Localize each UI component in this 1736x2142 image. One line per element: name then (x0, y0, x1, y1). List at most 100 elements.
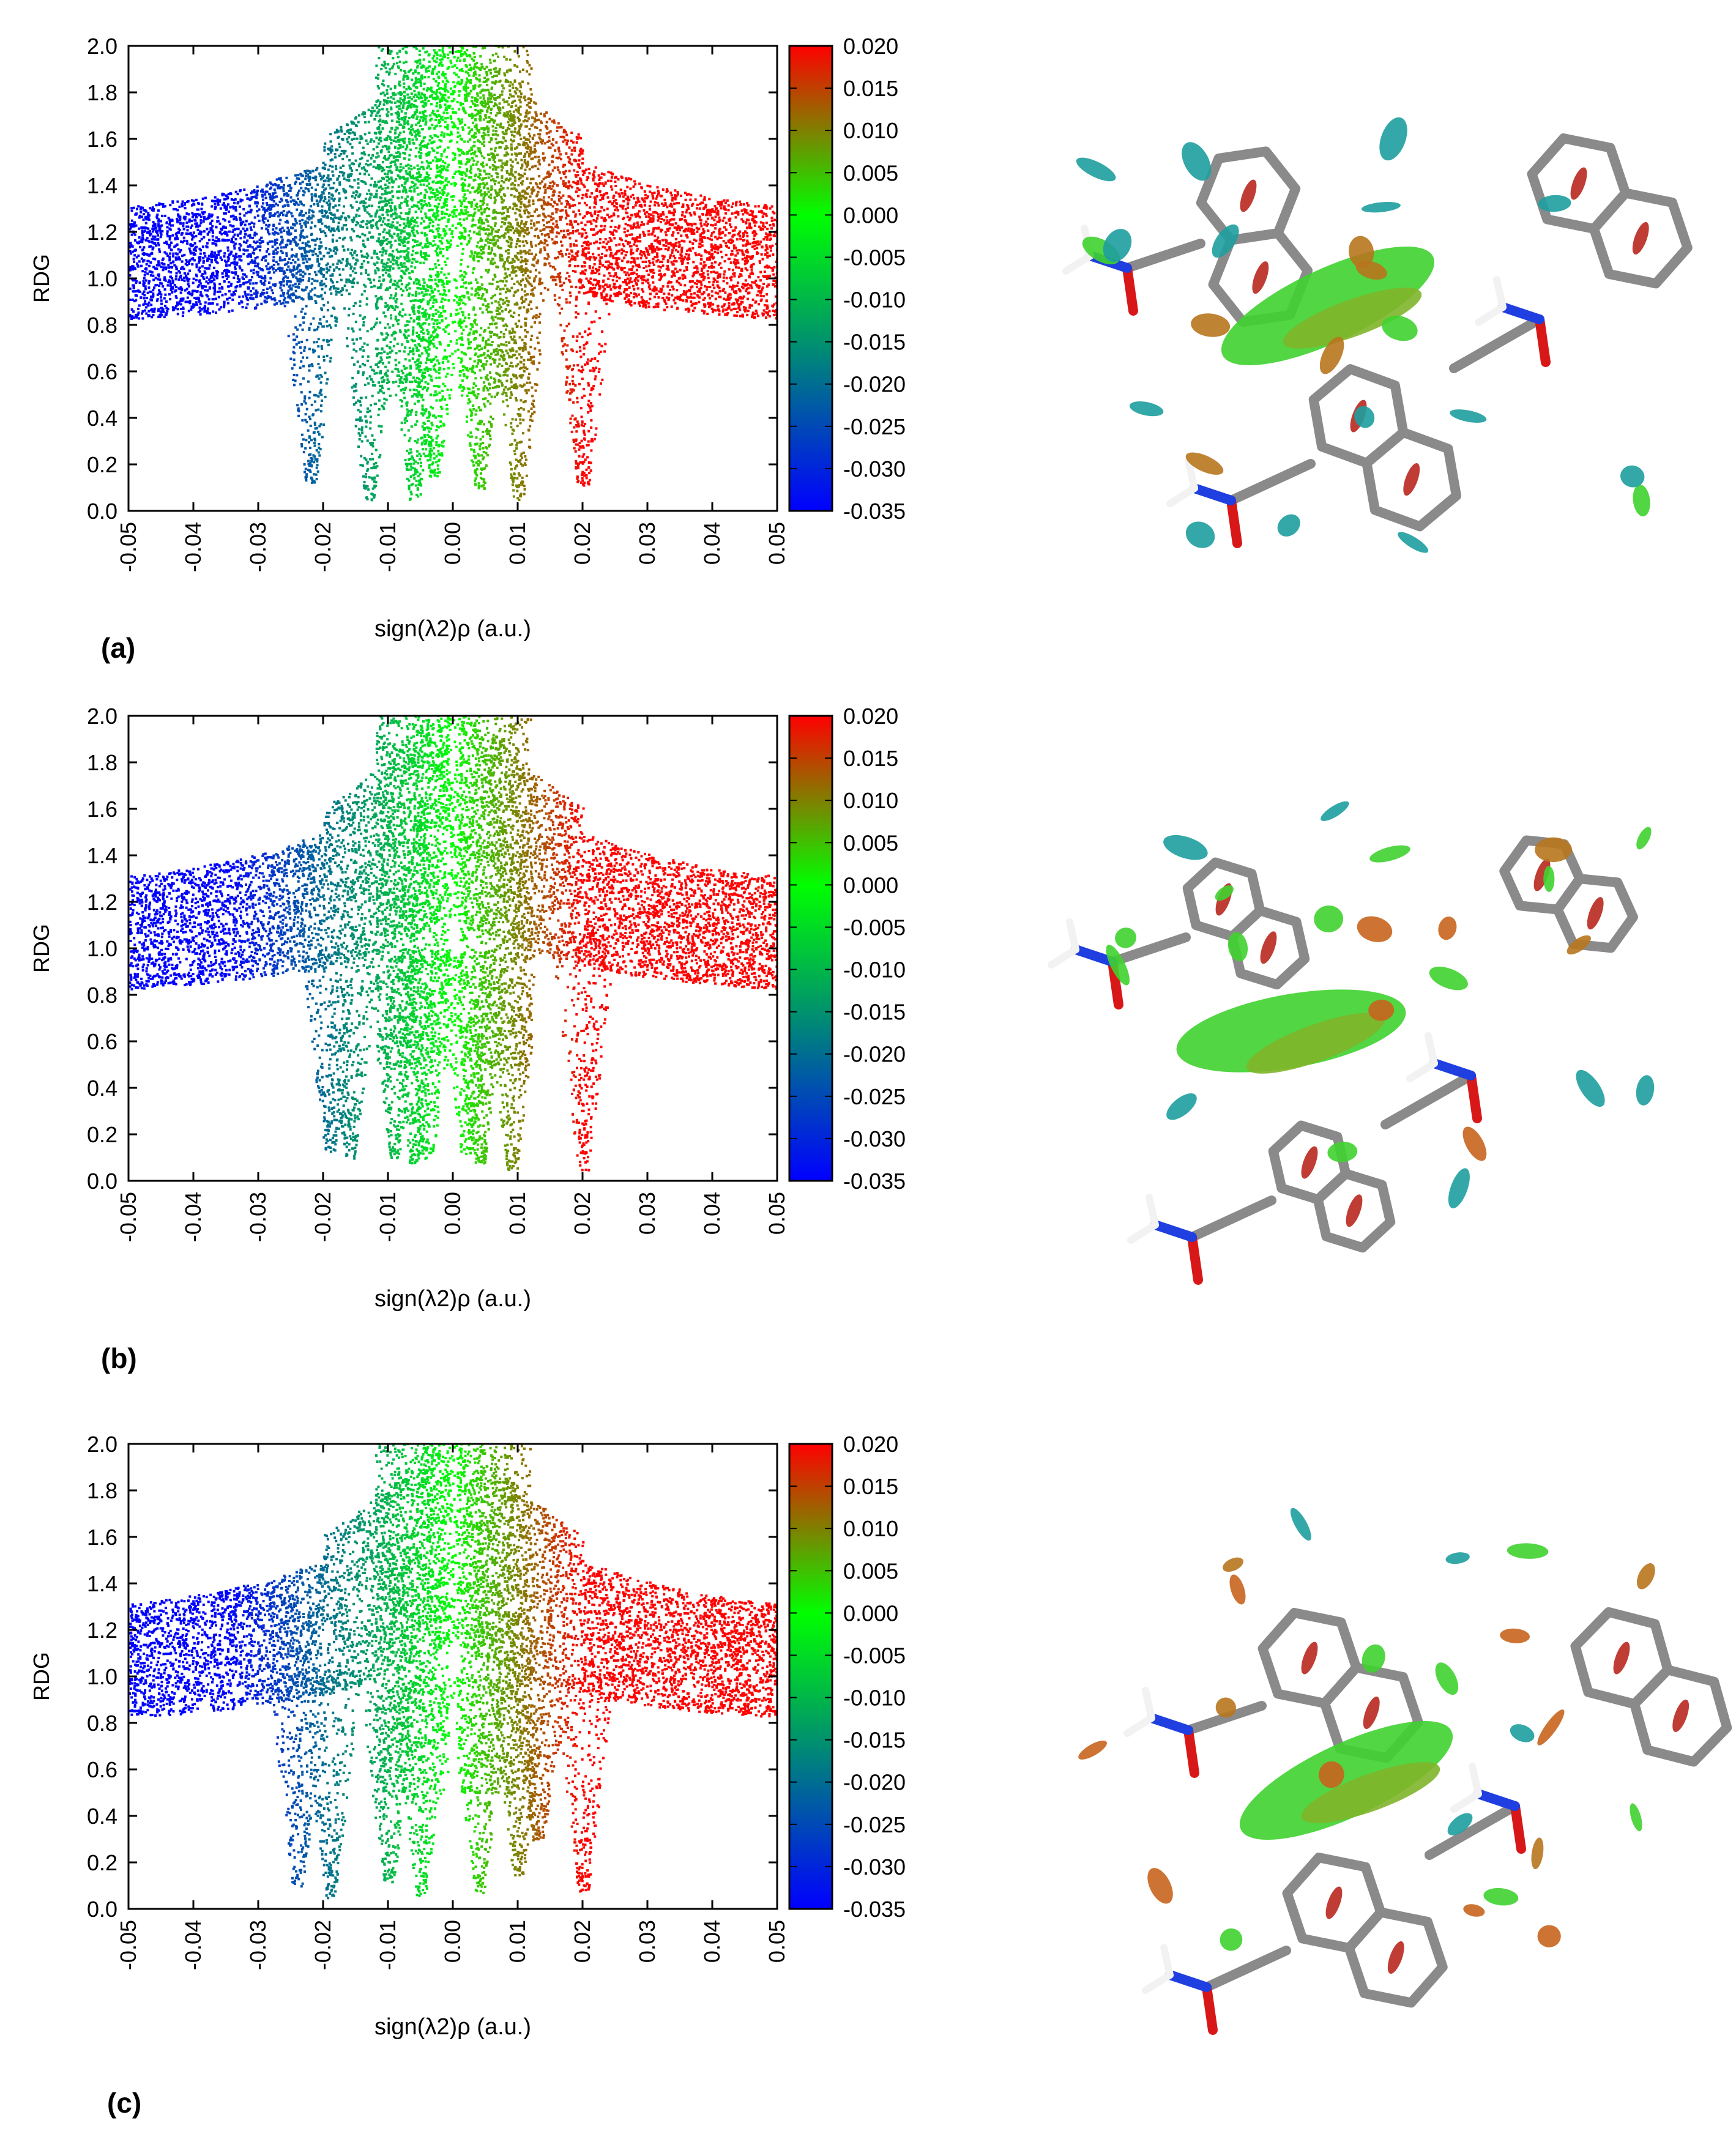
scatter-points (129, 1432, 780, 1899)
y-tick-label: 1.4 (87, 1571, 117, 1596)
x-tick-label: -0.03 (245, 1920, 270, 1970)
y-axis-label: RDG (29, 924, 54, 973)
colorbar-tick-label: -0.010 (843, 288, 906, 313)
x-tick-label: 0.02 (570, 1920, 595, 1963)
colorbar-tick-label: 0.015 (843, 1474, 898, 1499)
y-tick-label: 1.8 (87, 750, 117, 775)
colorbar-tick-label: -0.010 (843, 1686, 906, 1711)
y-tick-label: 1.4 (87, 843, 117, 868)
y-tick-label: 0.6 (87, 359, 117, 384)
panel-c-svg: 0.00.20.40.60.81.01.21.41.61.82.0-0.05-0… (0, 1401, 1736, 2139)
rdg-chart: 0.00.20.40.60.81.01.21.41.61.82.0-0.05-0… (29, 704, 789, 1312)
colorbar-tick-label: -0.015 (843, 330, 906, 355)
plot-frame (129, 1444, 777, 1909)
y-tick-label: 1.0 (87, 936, 117, 961)
y-tick-label: 0.4 (87, 1804, 117, 1829)
y-tick-label: 2.0 (87, 1432, 117, 1457)
x-tick-label: -0.02 (310, 1192, 335, 1242)
x-axis-label: sign(λ2)ρ (a.u.) (374, 1286, 531, 1312)
x-tick-label: 0.02 (570, 522, 595, 565)
colorbar-tick-label: 0.015 (843, 76, 898, 101)
y-tick-label: 2.0 (87, 34, 117, 59)
x-tick-label: 0.04 (699, 1920, 725, 1963)
panel-b-svg: 0.00.20.40.60.81.01.21.41.61.82.0-0.05-0… (0, 673, 1736, 1364)
colorbar-tick-label: 0.020 (843, 704, 898, 729)
y-tick-label: 1.4 (87, 173, 117, 198)
x-tick-label: 0.04 (699, 522, 725, 565)
y-tick-label: 0.6 (87, 1029, 117, 1054)
molecular-nci-view (1076, 1505, 1727, 2030)
colorbar-tick-label: 0.005 (843, 160, 898, 185)
x-tick-label: 0.05 (764, 522, 789, 565)
colorbar-tick-label: 0.020 (843, 34, 898, 59)
panel-label: (c) (107, 2086, 141, 2119)
scatter-points (129, 704, 779, 1172)
colorbar-tick-label: -0.030 (843, 1126, 906, 1151)
x-tick-label: -0.05 (116, 1920, 141, 1970)
x-tick-label: -0.05 (116, 1192, 141, 1242)
colorbar-tick-label: -0.005 (843, 915, 906, 940)
colorbar-tick-label: 0.005 (843, 830, 898, 855)
colorbar-tick-label: 0.010 (843, 788, 898, 813)
y-tick-label: 0.2 (87, 1122, 117, 1147)
x-tick-label: 0.01 (505, 1192, 530, 1235)
scatter-points (129, 34, 780, 501)
y-tick-label: 0.4 (87, 1076, 117, 1101)
x-tick-label: 0.05 (764, 1192, 789, 1235)
colorbar-tick-label: -0.005 (843, 1643, 906, 1668)
colorbar-gradient (789, 1444, 832, 1909)
colorbar-tick-label: 0.020 (843, 1432, 898, 1457)
x-tick-label: 0.01 (505, 1920, 530, 1963)
colorbar-tick-label: -0.035 (843, 1169, 906, 1194)
x-tick-label: 0.03 (635, 1192, 660, 1235)
colorbar-tick-label: -0.025 (843, 1084, 906, 1109)
x-tick-label: 0.00 (440, 1920, 465, 1963)
y-tick-label: 1.2 (87, 220, 117, 245)
x-tick-label: -0.03 (245, 1192, 270, 1242)
y-tick-label: 1.8 (87, 1478, 117, 1503)
colorbar: 0.0200.0150.0100.0050.000-0.005-0.010-0.… (789, 704, 906, 1194)
x-tick-label: 0.05 (764, 1920, 789, 1963)
y-tick-label: 0.8 (87, 1711, 117, 1736)
colorbar-tick-label: -0.010 (843, 958, 906, 983)
colorbar-gradient (789, 716, 832, 1181)
panel-label: (b) (101, 1342, 137, 1375)
colorbar-tick-label: -0.030 (843, 456, 906, 482)
colorbar-tick-label: 0.010 (843, 1516, 898, 1541)
molecular-nci-view (1051, 798, 1656, 1280)
colorbar-tick-label: 0.000 (843, 872, 898, 898)
x-tick-label: -0.01 (375, 522, 400, 572)
panel-label: (a) (101, 631, 135, 664)
y-tick-label: 1.2 (87, 1618, 117, 1643)
x-tick-label: -0.02 (310, 1920, 335, 1970)
y-tick-label: 0.0 (87, 499, 117, 524)
colorbar-tick-label: -0.020 (843, 1042, 906, 1067)
colorbar-tick-label: 0.005 (843, 1558, 898, 1583)
x-axis-label: sign(λ2)ρ (a.u.) (374, 616, 531, 642)
y-tick-label: 0.8 (87, 983, 117, 1008)
colorbar-tick-label: -0.030 (843, 1854, 906, 1880)
colorbar-tick-label: -0.025 (843, 414, 906, 439)
y-tick-label: 1.8 (87, 80, 117, 105)
x-tick-label: 0.00 (440, 522, 465, 565)
colorbar: 0.0200.0150.0100.0050.000-0.005-0.010-0.… (789, 34, 906, 524)
colorbar-tick-label: -0.035 (843, 1897, 906, 1922)
molecular-nci-view (1066, 113, 1688, 556)
x-tick-label: 0.04 (699, 1192, 725, 1235)
y-tick-label: 0.2 (87, 452, 117, 477)
x-tick-label: -0.01 (375, 1920, 400, 1970)
colorbar-tick-label: 0.000 (843, 1601, 898, 1626)
x-tick-label: 0.01 (505, 522, 530, 565)
y-tick-label: 0.8 (87, 313, 117, 338)
colorbar-tick-label: -0.035 (843, 499, 906, 524)
x-tick-label: 0.03 (635, 522, 660, 565)
colorbar-tick-label: -0.015 (843, 1728, 906, 1753)
x-tick-label: -0.02 (310, 522, 335, 572)
x-tick-label: -0.04 (181, 1920, 206, 1970)
y-tick-label: 1.2 (87, 890, 117, 915)
y-tick-label: 1.6 (87, 797, 117, 822)
x-tick-label: 0.00 (440, 1192, 465, 1235)
x-tick-label: -0.05 (116, 522, 141, 572)
